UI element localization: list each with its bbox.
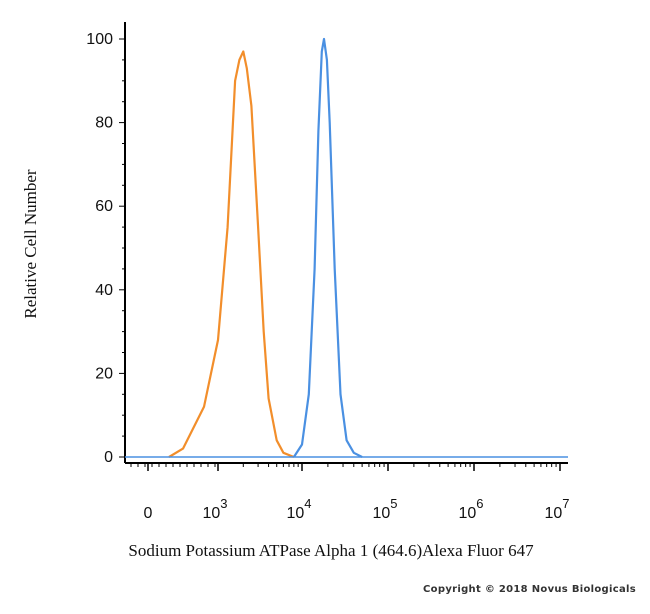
- y-tick-label: 0: [104, 449, 113, 466]
- y-tick-label: 60: [95, 198, 113, 215]
- copyright-notice: Copyright © 2018 Novus Biologicals: [423, 584, 636, 595]
- series-line-1: [168, 50, 295, 459]
- y-tick-label: 20: [95, 365, 113, 382]
- x-axis-label: Sodium Potassium ATPase Alpha 1 (464.6)A…: [128, 541, 534, 560]
- series-layer: [125, 37, 568, 459]
- series-line-2: [292, 37, 363, 458]
- x-axis: 0 103 104 105 106 107: [125, 462, 570, 522]
- x-tick-label: 0: [144, 505, 153, 522]
- y-tick-label: 100: [86, 31, 113, 48]
- y-tick-label: 80: [95, 115, 113, 132]
- x-tick-label: 103: [202, 496, 227, 522]
- x-tick-label: 104: [286, 496, 311, 522]
- x-tick-label: 105: [372, 496, 397, 522]
- y-tick-label: 40: [95, 282, 113, 299]
- y-axis-label: Relative Cell Number: [21, 169, 40, 319]
- x-tick-label: 107: [544, 496, 569, 522]
- flow-histogram-chart: 0 20 40 60 80 100 0 103 104 105 106 107 Relative C…: [21, 22, 570, 560]
- y-axis: 0 20 40 60 80 100: [86, 22, 126, 466]
- x-tick-label: 106: [458, 496, 483, 522]
